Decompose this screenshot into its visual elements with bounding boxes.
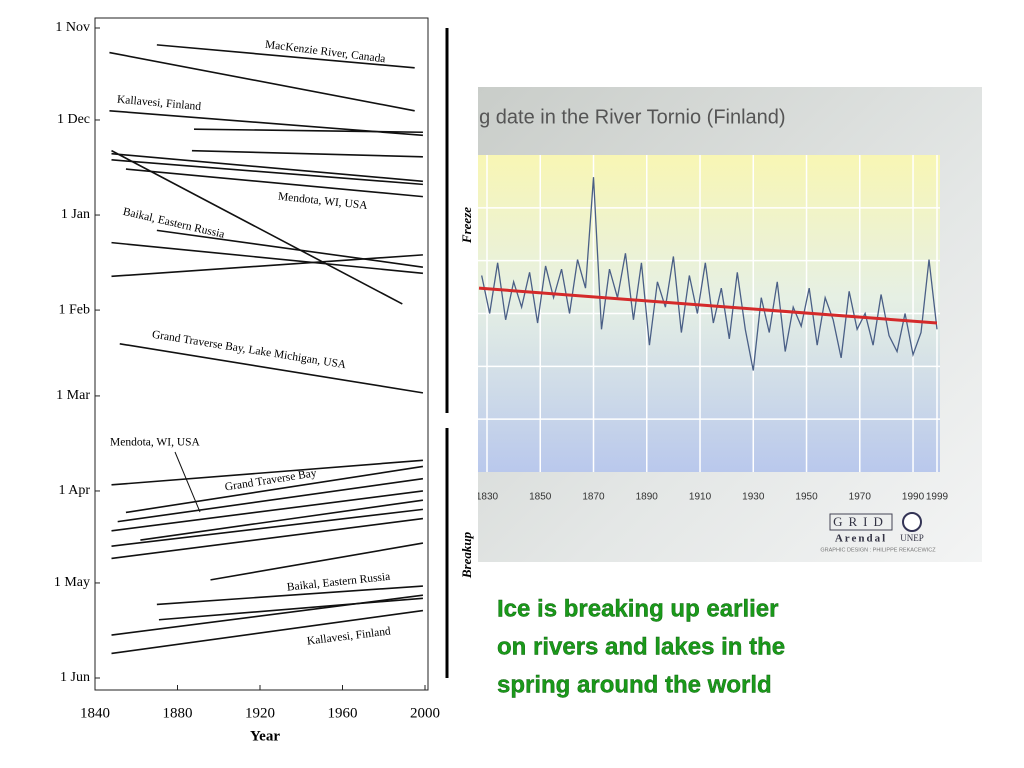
x-tick-label: 2000 <box>410 705 440 721</box>
trend-line <box>111 152 424 183</box>
trend-line <box>158 597 424 621</box>
caption-line: spring around the world <box>497 671 772 698</box>
trend-line <box>210 542 424 581</box>
trend-line <box>193 128 423 134</box>
credit: Arendal <box>835 533 887 545</box>
x-tick-label: 1920 <box>245 705 275 721</box>
credit: UNEP <box>900 533 924 543</box>
trend-line <box>109 51 415 112</box>
trend-line <box>111 459 424 486</box>
y-tick-label: 1 Jun <box>60 670 90 685</box>
annotation: Kallavesi, Finland <box>306 625 391 647</box>
annotation: Kallavesi, Finland <box>117 94 202 113</box>
y-tick-label: 1 Jan <box>61 207 90 222</box>
trend-line <box>111 149 403 305</box>
trend-line <box>156 585 423 606</box>
trend-line <box>191 149 423 158</box>
trend-line <box>111 517 424 560</box>
phase-label: Freeze <box>459 207 474 244</box>
x-tick-label: 1910 <box>689 492 712 503</box>
chart-title: ng date in the River Tornio (Finland) <box>468 106 786 128</box>
logo-box <box>829 513 893 531</box>
trend-line <box>117 477 424 523</box>
caption-line: on rivers and lakes in the <box>497 633 785 660</box>
x-tick-label: 1880 <box>163 705 193 721</box>
annotation: Mendota, WI, USA <box>110 437 201 449</box>
trend-line <box>156 229 424 268</box>
trend-line <box>125 465 424 514</box>
trend-line <box>111 159 424 186</box>
caption-line: Ice is breaking up earlier <box>497 595 778 622</box>
y-tick-label: 1 Mar <box>56 388 90 403</box>
x-tick-label: 1840 <box>80 705 110 721</box>
trend-line <box>111 241 424 275</box>
trend-line <box>125 168 424 198</box>
annotation: MacKenzie River, Canada <box>264 39 386 66</box>
annotation: Baikal, Eastern Russia <box>122 206 226 241</box>
y-tick-label: 1 May <box>54 575 90 590</box>
x-tick-label: 1960 <box>328 705 358 721</box>
plot-frame <box>94 17 429 691</box>
x-tick-label: 1870 <box>582 492 605 503</box>
x-tick-label: 1850 <box>529 492 552 503</box>
left-chart: 1 Nov 1 Dec 1 Jan 1 Feb 1 Mar 1 Apr 1 May 1 Jun… <box>54 20 474 744</box>
data-line <box>481 177 938 371</box>
x-tick-label: 1999 <box>926 492 949 503</box>
unep-logo <box>902 512 922 532</box>
trend-line <box>111 609 424 655</box>
x-tick-label: 1950 <box>795 492 818 503</box>
x-axis-label: Year <box>250 728 280 744</box>
trend-line <box>478 286 938 325</box>
annotation: Mendota, WI, USA <box>277 191 368 212</box>
y-tick-label: 1 Feb <box>59 302 91 317</box>
credit: GRID <box>833 514 889 529</box>
x-tick-label: 1890 <box>636 492 659 503</box>
trend-line <box>119 343 424 394</box>
y-tick-label: 1 Dec <box>57 112 90 127</box>
annotation: Baikal, Eastern Russia <box>286 571 390 594</box>
y-tick-label: 1 Apr <box>59 483 91 498</box>
trend-line <box>111 490 424 532</box>
trend-line <box>111 508 424 547</box>
trend-line <box>140 499 424 541</box>
x-tick-label: 1830 <box>476 492 499 503</box>
trend-line <box>156 44 415 69</box>
right-chart: 1830 1850 1870 1890 1910 1930 1950 1970 1990 1999… <box>468 87 982 562</box>
phase-label: Breakup <box>459 531 474 579</box>
y-tick-label: 1 Nov <box>55 20 90 35</box>
x-tick-label: 1990 <box>902 492 925 503</box>
x-tick-label: 1970 <box>849 492 872 503</box>
trend-line <box>111 254 423 278</box>
credit: GRAPHIC DESIGN : PHILIPPE REKACEWICZ <box>820 547 936 553</box>
x-tick-label: 1930 <box>742 492 765 503</box>
